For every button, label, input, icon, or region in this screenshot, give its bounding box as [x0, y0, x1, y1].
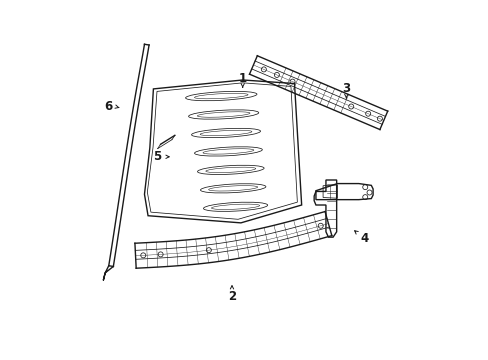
- Text: 5: 5: [153, 150, 161, 163]
- Text: 6: 6: [104, 100, 112, 113]
- Text: 2: 2: [227, 289, 236, 303]
- Text: 4: 4: [359, 233, 367, 246]
- Text: 1: 1: [238, 72, 246, 85]
- Text: 3: 3: [342, 82, 350, 95]
